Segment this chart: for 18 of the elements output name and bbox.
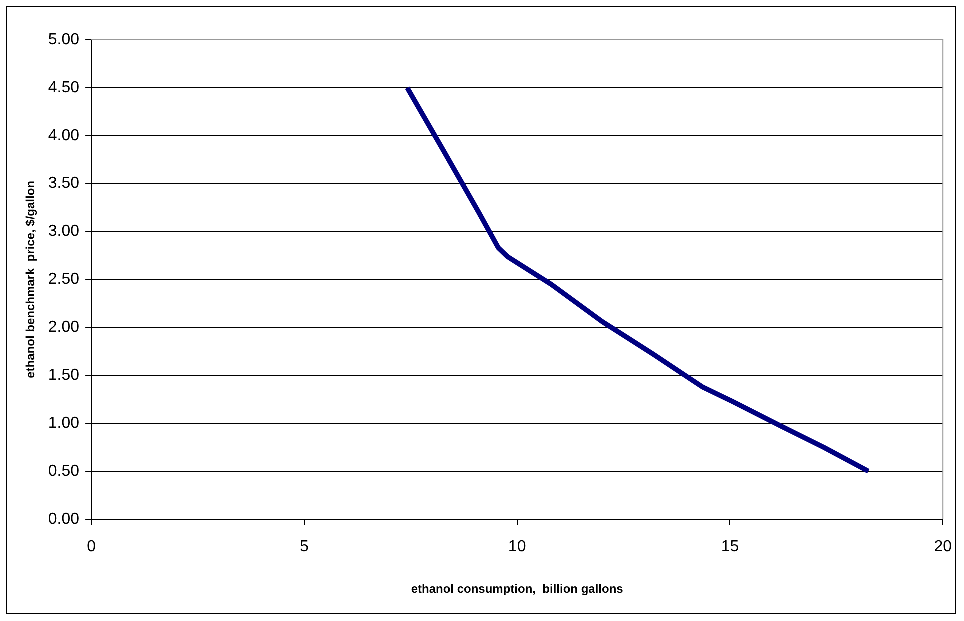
- y-tick-label: 4.00: [48, 127, 80, 144]
- y-tick-label: 2.00: [48, 319, 80, 336]
- y-tick-label: 2.50: [48, 271, 80, 288]
- y-axis-title: ethanol benchmark price, $/gallon: [24, 181, 38, 378]
- y-tick-label: 3.00: [48, 223, 80, 240]
- y-tick-label: 4.50: [48, 79, 80, 96]
- x-tick-label: 20: [934, 538, 952, 556]
- y-tick-label: 3.50: [48, 175, 80, 192]
- y-tick-label: 1.00: [48, 414, 80, 432]
- y-tick-label: 5.00: [48, 31, 80, 48]
- y-tick-label: 1.50: [48, 366, 80, 384]
- y-tick-label: 0.50: [48, 462, 80, 480]
- x-tick-label: 10: [508, 538, 526, 556]
- x-tick-label: 15: [721, 538, 740, 556]
- x-tick-label: 5: [300, 538, 309, 556]
- y-tick-label: 0.00: [48, 510, 80, 528]
- x-axis-title: ethanol consumption, billion gallons: [411, 582, 624, 596]
- x-tick-label: 0: [87, 538, 96, 556]
